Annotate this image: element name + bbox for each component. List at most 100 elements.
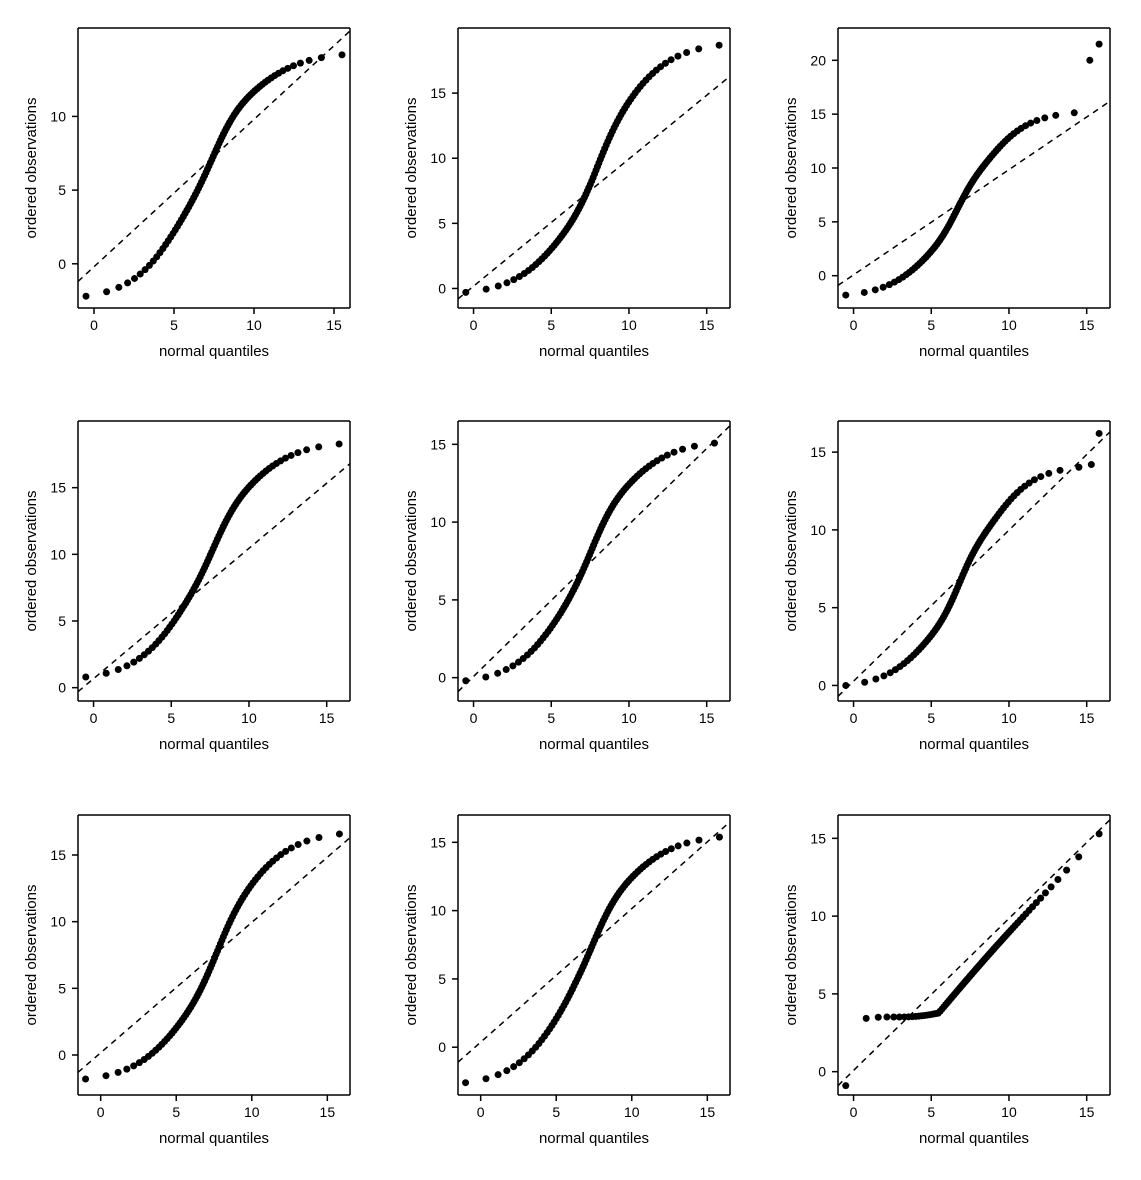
y-tick-label: 10 (50, 547, 66, 563)
x-tick-label: 0 (477, 1104, 485, 1120)
x-tick-label: 10 (621, 710, 637, 726)
x-tick-label: 15 (1079, 1104, 1095, 1120)
qq-points (842, 430, 1102, 689)
qq-panel: 051015051015normal quantilesordered obse… (780, 807, 1120, 1160)
y-axis-label: ordered observations (403, 884, 420, 1025)
x-tick-label: 10 (246, 317, 262, 333)
y-tick-label: 10 (810, 160, 826, 176)
x-tick-label: 5 (547, 710, 555, 726)
qq-panel: 0 5 10 15 0 5 10 15 normal quantiles ordered obse… (20, 807, 360, 1160)
y-tick-label: 15 (430, 834, 446, 850)
y-tick-label: 15 (50, 480, 66, 496)
y-tick-label: 5 (438, 592, 446, 608)
x-tick-label: 5 (170, 317, 178, 333)
y-tick-label: 0 (818, 1063, 826, 1079)
x-tick-label: 15 (320, 1104, 336, 1120)
y-tick-label: 0 (58, 256, 66, 272)
y-tick-label: 15 (810, 830, 826, 846)
y-tick-label: 0 (818, 268, 826, 284)
y-axis-label: ordered observations (23, 884, 40, 1025)
x-tick-label: 5 (547, 317, 555, 333)
y-tick-label: 10 (430, 514, 446, 530)
y-tick-label: 10 (430, 902, 446, 918)
qq-panel: 051015051015normal quantilesordered obse… (400, 20, 740, 373)
x-tick-label: 0 (470, 317, 478, 333)
x-tick-label: 0 (90, 710, 98, 726)
x-tick-label: 0 (97, 1104, 105, 1120)
x-tick-label: 15 (326, 317, 342, 333)
y-tick-label: 10 (50, 108, 66, 124)
x-axis-label: normal quantiles (159, 343, 269, 360)
y-axis-label: ordered observations (783, 98, 800, 239)
y-tick-label: 0 (58, 1047, 66, 1063)
reference-line (838, 819, 1110, 1085)
reference-line (458, 426, 730, 692)
x-tick-label: 10 (1001, 1104, 1017, 1120)
y-tick-label: 5 (58, 980, 66, 996)
x-tick-label: 10 (244, 1104, 260, 1120)
y-axis-label: ordered observations (403, 98, 420, 239)
y-tick-label: 15 (430, 437, 446, 453)
x-tick-label: 15 (319, 710, 335, 726)
reference-line (838, 432, 1110, 696)
x-axis-label: normal quantiles (539, 1130, 649, 1147)
y-tick-label: 5 (58, 182, 66, 198)
qq-panel: 0 5 10 15 0 5 10 normal quantiles ordered observ… (20, 20, 360, 373)
x-axis-label: normal quantiles (539, 343, 649, 360)
x-axis-label: normal quantiles (539, 736, 649, 753)
y-axis-label: ordered observations (23, 491, 40, 632)
x-tick-label: 5 (927, 710, 935, 726)
y-axis-label: ordered observations (403, 491, 420, 632)
y-tick-label: 0 (438, 1039, 446, 1055)
qq-points (82, 441, 342, 681)
x-tick-label: 5 (167, 710, 175, 726)
y-tick-label: 5 (818, 600, 826, 616)
x-tick-label: 10 (1001, 710, 1017, 726)
x-tick-label: 0 (90, 317, 98, 333)
y-tick-label: 20 (810, 52, 826, 68)
y-tick-label: 5 (818, 986, 826, 1002)
x-axis-label: normal quantiles (159, 1130, 269, 1147)
y-tick-label: 0 (58, 680, 66, 696)
qq-panel: 05101505101520normal quantilesordered ob… (780, 20, 1120, 373)
qq-panel: 0 5 10 15 0 5 10 15 normal quantiles ordered obse… (400, 413, 740, 766)
y-tick-label: 10 (50, 913, 66, 929)
x-tick-label: 5 (927, 1104, 935, 1120)
y-tick-label: 0 (438, 670, 446, 686)
y-axis-label: ordered observations (783, 884, 800, 1025)
x-axis-label: normal quantiles (159, 736, 269, 753)
x-tick-label: 0 (850, 710, 858, 726)
qq-plot-grid: 0 5 10 15 0 5 10 normal quantiles ordered observ… (20, 20, 1120, 1160)
y-tick-label: 0 (818, 678, 826, 694)
qq-points (842, 41, 1102, 299)
x-tick-label: 15 (699, 317, 715, 333)
qq-points (82, 830, 343, 1082)
qq-points (462, 440, 718, 685)
x-axis-label: normal quantiles (919, 1130, 1029, 1147)
y-tick-label: 5 (58, 613, 66, 629)
qq-panel: 0 5 10 15 0 5 10 15 normal quantiles ordered obse… (20, 413, 360, 766)
qq-points (842, 830, 1102, 1089)
y-axis-label: ordered observations (783, 491, 800, 632)
y-tick-label: 5 (438, 971, 446, 987)
qq-panel: 0 5 10 15 0 5 10 15 normal quantiles ordered obse… (400, 807, 740, 1160)
x-tick-label: 10 (624, 1104, 640, 1120)
reference-line (838, 101, 1110, 285)
x-tick-label: 5 (172, 1104, 180, 1120)
qq-points (462, 42, 722, 296)
qq-points (83, 51, 346, 299)
x-axis-label: normal quantiles (919, 343, 1029, 360)
x-tick-label: 0 (850, 317, 858, 333)
x-tick-label: 5 (552, 1104, 560, 1120)
x-tick-label: 15 (700, 1104, 716, 1120)
y-axis-label: ordered observations (23, 98, 40, 239)
y-tick-label: 15 (810, 106, 826, 122)
y-tick-label: 15 (430, 85, 446, 101)
x-tick-label: 5 (927, 317, 935, 333)
x-tick-label: 0 (470, 710, 478, 726)
x-tick-label: 10 (241, 710, 257, 726)
qq-panel: 051015051015normal quantilesordered obse… (780, 413, 1120, 766)
x-tick-label: 15 (699, 710, 715, 726)
y-tick-label: 15 (50, 847, 66, 863)
y-tick-label: 0 (438, 280, 446, 296)
